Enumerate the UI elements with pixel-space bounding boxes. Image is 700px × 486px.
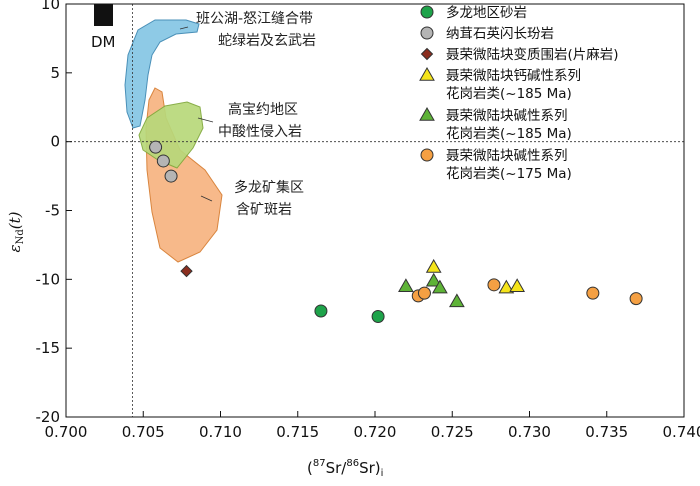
x-tick-label: 0.730: [508, 423, 551, 441]
legend-marker-series-0: [420, 5, 434, 19]
data-point-series-5: [487, 278, 501, 292]
y-tick-label: -20: [36, 408, 61, 426]
y-tick-label: 5: [50, 64, 60, 82]
annotation-ophiolite-line1: 班公湖-怒江缝合带: [196, 11, 313, 27]
leader-gaobaoyue: [197, 117, 214, 123]
x-axis-title-end: Sr): [359, 459, 381, 477]
legend-marker-series-4: [419, 106, 435, 121]
svg-text:εNd(t): εNd(t): [6, 211, 26, 252]
legend-label-series-5: 聂荣微陆块碱性系列: [446, 148, 568, 164]
data-point-series-3: [509, 278, 526, 292]
x-axis-title-sup-86: 86: [346, 458, 359, 469]
legend-label-series-2: 聂荣微陆块变质围岩(片麻岩): [446, 47, 619, 63]
legend-label-series-5-line2: 花岗岩类(~175 Ma): [446, 166, 572, 182]
y-tick-label: -15: [36, 339, 61, 357]
x-tick-label: 0.700: [45, 423, 88, 441]
data-point-series-1: [156, 154, 170, 168]
annotation-gaobaoyue-line1: 高宝约地区: [228, 101, 298, 118]
data-point-series-1: [164, 169, 178, 183]
y-tick-label: -10: [36, 270, 61, 288]
data-point-series-4: [432, 279, 448, 294]
x-axis-title-mid: Sr/: [326, 459, 348, 477]
legend-label-series-3: 聂荣微陆块钙碱性系列: [446, 68, 581, 84]
x-axis-title-sub: i: [381, 468, 384, 479]
x-tick-label: 0.705: [122, 423, 165, 441]
y-axis-title-sub: Nd: [15, 229, 26, 245]
annotation-duolong-line1: 多龙矿集区: [234, 179, 304, 196]
x-axis-title-sup-87: 87: [313, 458, 326, 469]
data-marks: [149, 140, 643, 324]
x-tick-label: 0.720: [354, 423, 397, 441]
x-tick-label: 0.725: [431, 423, 474, 441]
x-axis-title-prefix: (: [307, 459, 313, 477]
legend-label-series-4-line2: 花岗岩类(~185 Ma): [446, 126, 572, 142]
legend-label-series-1: 纳茸石英闪长玢岩: [446, 25, 554, 42]
legend-label-series-3-line2: 花岗岩类(~185 Ma): [446, 86, 572, 102]
leader-ophiolite: [179, 26, 189, 30]
data-point-series-1: [149, 140, 163, 154]
dm-box: [94, 4, 113, 26]
y-tick-label: -5: [45, 202, 60, 220]
field-ophiolite: [124, 19, 200, 129]
data-point-series-0: [371, 310, 385, 324]
dm-label: DM: [91, 33, 116, 51]
data-point-series-4: [449, 293, 465, 308]
annotation-gaobaoyue-line2: 中酸性侵入岩: [218, 123, 302, 140]
y-axis-title-end: (t): [6, 211, 24, 229]
legend-marker-series-2: [420, 47, 434, 61]
legend-marker-series-1: [420, 26, 434, 40]
axis-ticks: 0.700 0.705 0.710 0.715 0.720 0.725 0.730 0.735…: [36, 0, 700, 441]
x-tick-label: 0.715: [276, 423, 319, 441]
data-point-series-3: [498, 279, 515, 294]
data-point-series-5: [586, 286, 600, 300]
data-point-series-3: [425, 258, 442, 273]
data-point-series-4: [425, 272, 442, 287]
data-point-series-0: [314, 304, 328, 318]
legend-marker-series-5: [420, 148, 434, 162]
legend-label-series-4: 聂荣微陆块碱性系列: [446, 108, 568, 124]
x-tick-label: 0.735: [585, 423, 628, 441]
legend-label-series-0: 多龙地区砂岩: [446, 4, 527, 21]
x-axis-title: (87Sr/86Sr)i: [307, 458, 383, 479]
data-point-series-5: [629, 292, 643, 306]
x-tick-label: 0.710: [199, 423, 242, 441]
annotation-ophiolite-line2: 蛇绿岩及玄武岩: [218, 32, 316, 49]
data-point-series-4: [398, 278, 414, 292]
x-tick-label: 0.740: [663, 423, 700, 441]
data-point-series-5: [417, 286, 431, 300]
y-axis-title-epsilon: ε: [6, 244, 24, 252]
y-axis-title: εNd(t): [6, 211, 26, 252]
legend-marker-series-3: [419, 66, 435, 81]
y-tick-label: 0: [50, 133, 60, 151]
data-point-series-2: [180, 264, 193, 278]
y-tick-label: 10: [41, 0, 60, 13]
leader-duolong: [200, 195, 213, 202]
annotation-duolong-line2: 含矿斑岩: [236, 202, 292, 218]
